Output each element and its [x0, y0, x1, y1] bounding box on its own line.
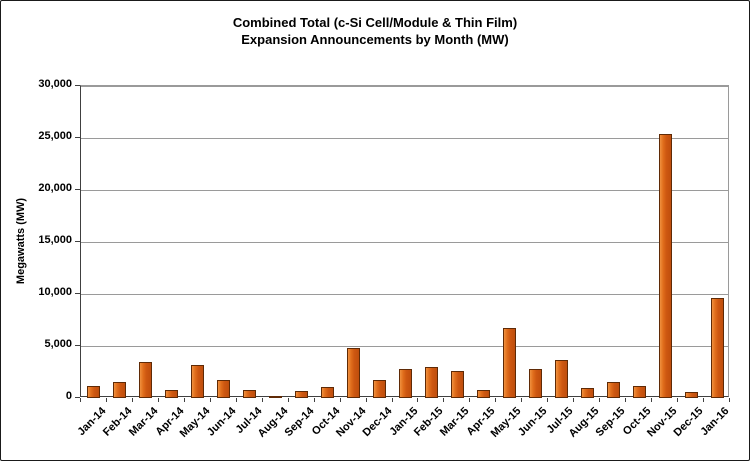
- bar-Oct-14: [321, 387, 334, 398]
- x-tick-mark: [340, 398, 341, 402]
- y-tick-label: 15,000: [38, 234, 72, 246]
- x-tick-mark: [495, 398, 496, 402]
- x-tick-mark: [573, 398, 574, 402]
- gridline: [81, 190, 728, 191]
- bar-Jan-16: [711, 298, 724, 398]
- x-tick-mark: [288, 398, 289, 402]
- x-tick-mark: [106, 398, 107, 402]
- bar-Jun-14: [217, 380, 230, 398]
- y-tick-mark: [75, 137, 80, 138]
- bar-Jan-15: [399, 369, 412, 398]
- gridline: [81, 346, 728, 347]
- chart-title: Combined Total (c-Si Cell/Module & Thin …: [1, 14, 749, 48]
- bar-Mar-15: [451, 371, 464, 398]
- x-tick-label: Jan-16: [698, 405, 732, 439]
- x-tick-mark: [703, 398, 704, 402]
- chart-title-line1: Combined Total (c-Si Cell/Module & Thin …: [232, 15, 518, 30]
- y-tick-label: 20,000: [38, 182, 72, 194]
- bar-May-15: [503, 328, 516, 398]
- x-tick-mark: [314, 398, 315, 402]
- x-tick-mark: [521, 398, 522, 402]
- x-tick-mark: [210, 398, 211, 402]
- gridline: [81, 242, 728, 243]
- y-tick-mark: [75, 189, 80, 190]
- bar-Apr-14: [165, 390, 178, 398]
- plot-area: [80, 85, 729, 398]
- bar-Dec-15: [685, 392, 698, 398]
- gridline: [81, 294, 728, 295]
- x-tick-mark: [599, 398, 600, 402]
- bar-Apr-15: [477, 390, 490, 398]
- x-tick-mark: [80, 398, 81, 402]
- bar-Nov-14: [347, 348, 360, 398]
- bar-Dec-14: [373, 380, 386, 398]
- y-tick-mark: [75, 345, 80, 346]
- gridline: [81, 138, 728, 139]
- bar-Aug-14: [269, 396, 282, 398]
- bar-Mar-14: [139, 362, 152, 398]
- x-tick-mark: [132, 398, 133, 402]
- bar-May-14: [191, 365, 204, 398]
- bar-Feb-15: [425, 367, 438, 398]
- y-tick-mark: [75, 397, 80, 398]
- y-tick-label: 5,000: [44, 338, 72, 350]
- bar-Jan-14: [87, 386, 100, 398]
- bar-Oct-15: [633, 386, 646, 398]
- x-tick-mark: [392, 398, 393, 402]
- y-tick-label: 0: [65, 390, 72, 402]
- x-tick-mark: [547, 398, 548, 402]
- gridline: [81, 86, 728, 87]
- x-tick-mark: [366, 398, 367, 402]
- y-tick-label: 30,000: [38, 78, 72, 90]
- x-tick-mark: [625, 398, 626, 402]
- x-tick-mark: [443, 398, 444, 402]
- y-tick-mark: [75, 293, 80, 294]
- bar-Sep-14: [295, 391, 308, 398]
- x-tick-mark: [469, 398, 470, 402]
- x-tick-mark: [729, 398, 730, 402]
- bar-Sep-15: [607, 382, 620, 398]
- x-tick-mark: [417, 398, 418, 402]
- y-tick-mark: [75, 85, 80, 86]
- y-tick-label: 25,000: [38, 130, 72, 142]
- x-tick-mark: [262, 398, 263, 402]
- x-tick-mark: [158, 398, 159, 402]
- bar-Jul-14: [243, 390, 256, 398]
- x-tick-mark: [677, 398, 678, 402]
- y-tick-mark: [75, 241, 80, 242]
- y-tick-label: 10,000: [38, 286, 72, 298]
- bar-Feb-14: [113, 382, 126, 398]
- x-tick-mark: [651, 398, 652, 402]
- x-tick-mark: [184, 398, 185, 402]
- x-tick-mark: [236, 398, 237, 402]
- chart-title-line2: Expansion Announcements by Month (MW): [241, 32, 509, 47]
- bar-Aug-15: [581, 388, 594, 398]
- bar-Nov-15: [659, 134, 672, 398]
- bar-Jul-15: [555, 360, 568, 398]
- bar-Jun-15: [529, 369, 542, 398]
